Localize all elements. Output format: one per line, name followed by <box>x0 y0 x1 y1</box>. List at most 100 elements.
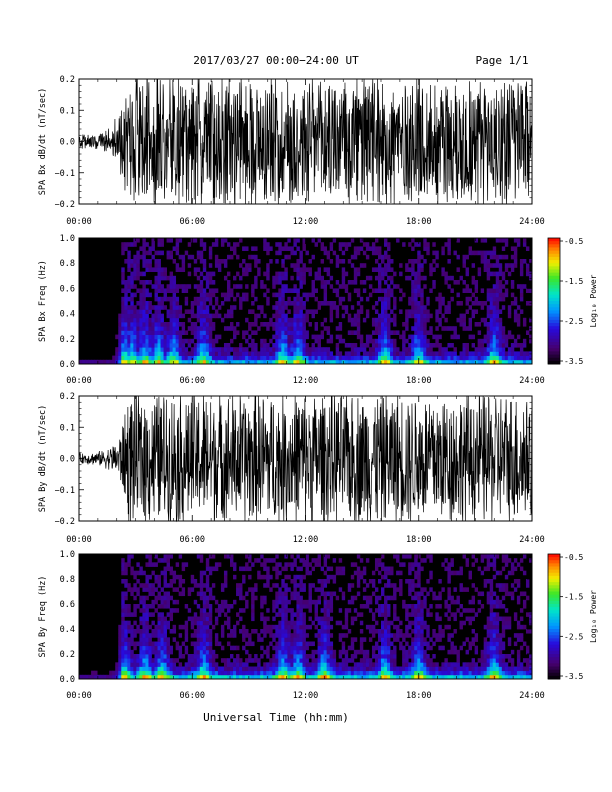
spectrogram-cell <box>447 633 451 638</box>
spectrogram-cell <box>510 254 515 260</box>
spectrogram-cell <box>145 595 149 601</box>
spectrogram-cell <box>314 309 318 314</box>
spectrogram-cell <box>495 275 500 281</box>
spectrogram-cell <box>263 351 267 356</box>
spectrogram-cell <box>130 309 134 314</box>
spectrogram-cell <box>299 259 303 264</box>
spectrogram-cell <box>263 595 267 601</box>
spectrogram-cell <box>248 359 252 365</box>
spectrogram-cell <box>245 641 249 647</box>
spectrogram-cell <box>465 587 469 592</box>
spectrogram-cell <box>353 351 358 356</box>
spectrogram-cell <box>528 338 533 344</box>
spectrogram-cell <box>217 612 222 617</box>
spectrogram-cell <box>417 338 421 344</box>
spectrogram-cell <box>202 326 207 331</box>
spectrogram-cell <box>242 674 246 680</box>
spectrogram-cell <box>459 313 463 319</box>
spectrogram-cell <box>453 662 457 667</box>
spectrogram-cell <box>154 670 158 676</box>
spectrogram-cell <box>390 259 394 264</box>
spectrogram-cell <box>148 355 152 361</box>
spectrogram-cell <box>166 649 170 655</box>
spectrogram-cell <box>408 674 412 680</box>
spectrogram-cell <box>359 343 364 348</box>
spectrogram-cell <box>377 355 382 361</box>
spectrogram-cell <box>299 343 303 348</box>
spectrogram-cell <box>384 599 388 605</box>
spectrogram-cell <box>528 620 533 626</box>
spectrogram-cell <box>139 599 143 605</box>
spectrogram-cell <box>278 591 282 597</box>
spectrogram-cell <box>148 624 152 630</box>
spectrogram-cell <box>495 624 500 630</box>
spectrogram-cell <box>124 654 128 659</box>
spectrogram-cell <box>160 334 164 340</box>
spectrogram-cell <box>148 359 152 365</box>
spectrogram-cell <box>160 343 164 348</box>
y-tick-label: −0.2 <box>55 200 75 210</box>
spectrogram-cell <box>335 313 340 319</box>
spectrogram-cell <box>350 670 355 676</box>
spectrogram-cell <box>293 309 297 314</box>
spectrogram-cell <box>384 583 388 588</box>
spectrogram-cell <box>296 330 300 335</box>
spectrogram-cell <box>293 296 297 302</box>
spectrogram-cell <box>208 645 213 651</box>
spectrogram-cell <box>368 292 373 298</box>
spectrogram-cell <box>308 322 312 327</box>
spectrogram-cell <box>275 347 279 352</box>
spectrogram-cell <box>405 579 409 584</box>
spectrogram-cell <box>208 275 213 281</box>
spectrogram-cell <box>525 288 530 293</box>
spectrogram-cell <box>121 649 125 655</box>
spectrogram-cell <box>302 305 306 310</box>
spectrogram-cell <box>187 242 192 247</box>
spectrogram-cell <box>175 284 180 289</box>
spectrogram-cell <box>459 317 463 323</box>
spectrogram-cell <box>414 637 418 642</box>
spectrogram-cell <box>154 351 158 356</box>
spectrogram-cell <box>384 666 388 672</box>
colorbar-step <box>548 244 560 248</box>
spectrogram-cell <box>513 254 518 260</box>
spectrogram-cell <box>254 629 258 634</box>
y-tick-label: 0.0 <box>60 138 75 148</box>
spectrogram-cell <box>483 254 488 260</box>
spectrogram-cell <box>169 317 174 323</box>
spectrogram-cell <box>525 579 530 584</box>
spectrogram-cell <box>468 616 472 622</box>
spectrogram-cell <box>199 654 204 659</box>
spectrogram-cell <box>465 288 469 293</box>
spectrogram-cell <box>483 554 488 559</box>
spectrogram-cell <box>480 670 485 676</box>
spectrogram-cell <box>251 666 255 672</box>
spectrogram-cell <box>371 359 376 365</box>
spectrogram-cell <box>139 566 143 572</box>
spectrogram-cell <box>326 301 331 306</box>
spectrogram-cell <box>377 654 382 659</box>
spectrogram-cell <box>133 271 137 277</box>
spectrogram-cell <box>202 355 207 361</box>
colorbar-step <box>548 238 560 242</box>
spectrogram-cell <box>365 254 370 260</box>
spectrogram-cell <box>154 317 158 323</box>
spectrogram-cell <box>347 608 352 613</box>
spectrogram-cell <box>495 633 500 638</box>
spectrogram-cell <box>94 670 98 676</box>
spectrogram-cell <box>525 662 530 667</box>
spectrogram-cell <box>136 658 140 663</box>
spectrogram-cell <box>510 662 515 667</box>
spectrogram-cell <box>344 612 349 617</box>
spectrogram-cell <box>136 288 140 293</box>
spectrogram-cell <box>199 658 204 663</box>
spectrogram-cell <box>133 633 137 638</box>
spectrogram-cell <box>447 246 451 251</box>
spectrogram-cell <box>133 275 137 281</box>
spectrogram-cell <box>299 334 303 340</box>
spectrogram-cell <box>302 267 306 272</box>
spectrogram-cell <box>501 587 506 592</box>
spectrogram-cell <box>456 649 460 655</box>
spectrogram-cell <box>293 301 297 306</box>
